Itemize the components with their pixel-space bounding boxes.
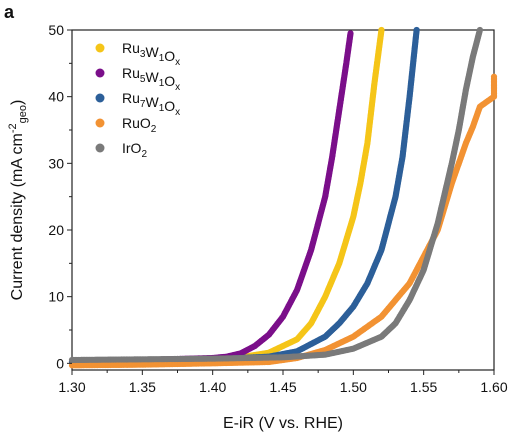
legend-label: Ru3W1Ox [122,40,180,68]
series-ru5 [68,30,354,365]
y-axis-title-sup: -2 [7,123,19,133]
legend-marker [95,118,105,128]
y-axis-title-main: Current density (mA cm [9,133,26,300]
y-tick-label: 10 [48,289,64,305]
legend-label: IrO2 [122,140,147,160]
legend-label: Ru7W1Ox [122,90,180,118]
legend-label: Ru5W1Ox [122,65,180,93]
legend-marker [95,143,105,153]
legend-item-iro2: IrO2 [95,140,147,160]
y-tick-label: 30 [48,155,64,171]
x-tick-label: 1.50 [340,379,367,395]
x-tick-label: 1.55 [410,379,437,395]
legend-item-ruo2: RuO2 [95,115,157,135]
series-iro2 [68,26,484,364]
y-axis-title-sub: geo [17,105,29,123]
legend-marker [95,93,105,103]
x-axis-title: E-iR (V vs. RHE) [223,415,343,432]
y-tick-label: 20 [48,222,64,238]
series-ru5-point [347,30,354,37]
legend-label: RuO2 [122,115,157,135]
x-tick-label: 1.30 [58,379,85,395]
series-ru7-point [413,26,420,34]
legend-marker [95,68,105,78]
y-axis-title-close: ) [9,100,26,105]
legend-item-ru7: Ru7W1Ox [95,90,180,118]
axis-ticks: 1.30 1.35 1.40 1.45 1.50 1.55 1.60 0 10 20 30 40 50 [48,22,507,395]
series-ru3 [68,26,385,365]
data-series-layer [68,26,498,369]
legend-marker [95,43,105,53]
y-tick-label: 50 [48,22,64,38]
legend-item-ru3: Ru3W1Ox [95,40,180,68]
x-tick-label: 1.45 [269,379,296,395]
series-ru3-point [378,26,385,34]
y-tick-label: 40 [48,89,64,105]
x-tick-label: 1.35 [129,379,156,395]
y-axis-title: Current density (mA cm-2geo) [7,100,29,301]
x-tick-label: 1.60 [480,379,507,395]
panel-label: a [4,2,15,22]
series-iro2-point [476,26,484,34]
y-tick-label: 0 [56,355,64,371]
legend-item-ru5: Ru5W1Ox [95,65,180,93]
series-ruo2-point [490,73,498,80]
x-tick-label: 1.40 [199,379,226,395]
